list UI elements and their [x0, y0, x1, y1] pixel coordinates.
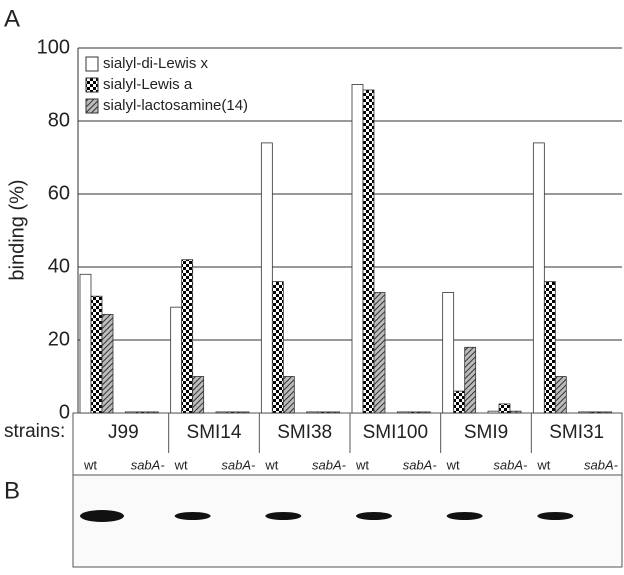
- category-label: SMI100: [363, 422, 428, 443]
- bar: [589, 411, 602, 414]
- subcategory-label: sabA-: [312, 457, 347, 472]
- bar: [578, 411, 591, 414]
- bar: [90, 295, 103, 414]
- y-tick-label: 100: [37, 36, 70, 58]
- bar: [373, 292, 386, 414]
- bar: [351, 84, 364, 414]
- legend-label: sialyl-Lewis a: [103, 76, 193, 93]
- subcategory-label: wt: [83, 457, 97, 472]
- bar: [79, 273, 92, 414]
- bar: [509, 410, 522, 414]
- label-row: [72, 412, 623, 476]
- bar: [317, 411, 330, 414]
- subcategory-label: sabA-: [131, 457, 166, 472]
- bar: [362, 89, 375, 414]
- bar: [192, 376, 205, 414]
- legend-swatch: [85, 56, 99, 72]
- bar: [407, 411, 420, 414]
- blot-band: [80, 510, 124, 522]
- bar: [328, 411, 341, 414]
- panel-label: B: [4, 477, 20, 504]
- bar: [181, 259, 194, 414]
- category-label: SMI31: [549, 422, 604, 443]
- y-tick-label: 0: [59, 401, 70, 423]
- bar: [271, 281, 284, 414]
- legend-swatch: [85, 77, 99, 93]
- legend-label: sialyl-di-Lewis x: [103, 55, 209, 72]
- bar: [124, 411, 137, 414]
- bar: [532, 142, 545, 414]
- blot-band: [265, 512, 302, 520]
- bar: [464, 346, 477, 414]
- subcategory-label: wt: [355, 457, 369, 472]
- bar: [453, 390, 466, 414]
- subcategory-label: sabA-: [403, 457, 438, 472]
- bar: [543, 281, 556, 414]
- subcategory-label: wt: [174, 457, 188, 472]
- panel-label: A: [4, 5, 20, 32]
- subcategory-label: wt: [264, 457, 278, 472]
- blot-band: [537, 512, 574, 520]
- blot-band: [356, 512, 392, 520]
- subcategory-label: wt: [536, 457, 550, 472]
- bar: [442, 292, 455, 414]
- bar: [282, 376, 295, 414]
- legend-swatch: [85, 98, 99, 114]
- bar: [146, 411, 159, 414]
- bar: [226, 411, 239, 414]
- blot-band: [174, 512, 211, 520]
- y-tick-label: 80: [48, 109, 70, 131]
- subcategory-label: sabA-: [221, 457, 256, 472]
- category-label: SMI38: [277, 422, 332, 443]
- bar: [487, 410, 500, 414]
- subcategory-label: wt: [446, 457, 460, 472]
- x-axis-label: strains:: [4, 421, 65, 442]
- subcategory-label: sabA-: [584, 457, 619, 472]
- bar: [237, 411, 250, 414]
- bar: [554, 376, 567, 414]
- bar: [306, 411, 319, 414]
- y-tick-label: 60: [48, 182, 70, 204]
- blot-panel: [72, 474, 623, 568]
- bar: [101, 314, 114, 414]
- bar: [135, 411, 148, 414]
- subcategory-label: sabA-: [493, 457, 528, 472]
- y-axis-label: binding (%): [6, 179, 28, 280]
- y-tick-label: 40: [48, 255, 70, 277]
- bar: [396, 411, 409, 414]
- y-tick-label: 20: [48, 328, 70, 350]
- bar: [260, 142, 273, 414]
- legend-label: sialyl-lactosamine(14): [103, 97, 248, 114]
- bar: [170, 306, 183, 414]
- category-label: SMI9: [464, 422, 508, 443]
- blot-band: [446, 512, 483, 520]
- bar: [215, 411, 228, 414]
- bar: [418, 411, 431, 414]
- bar: [600, 411, 613, 414]
- category-label: J99: [108, 422, 139, 443]
- bar: [498, 403, 511, 414]
- category-label: SMI14: [187, 422, 242, 443]
